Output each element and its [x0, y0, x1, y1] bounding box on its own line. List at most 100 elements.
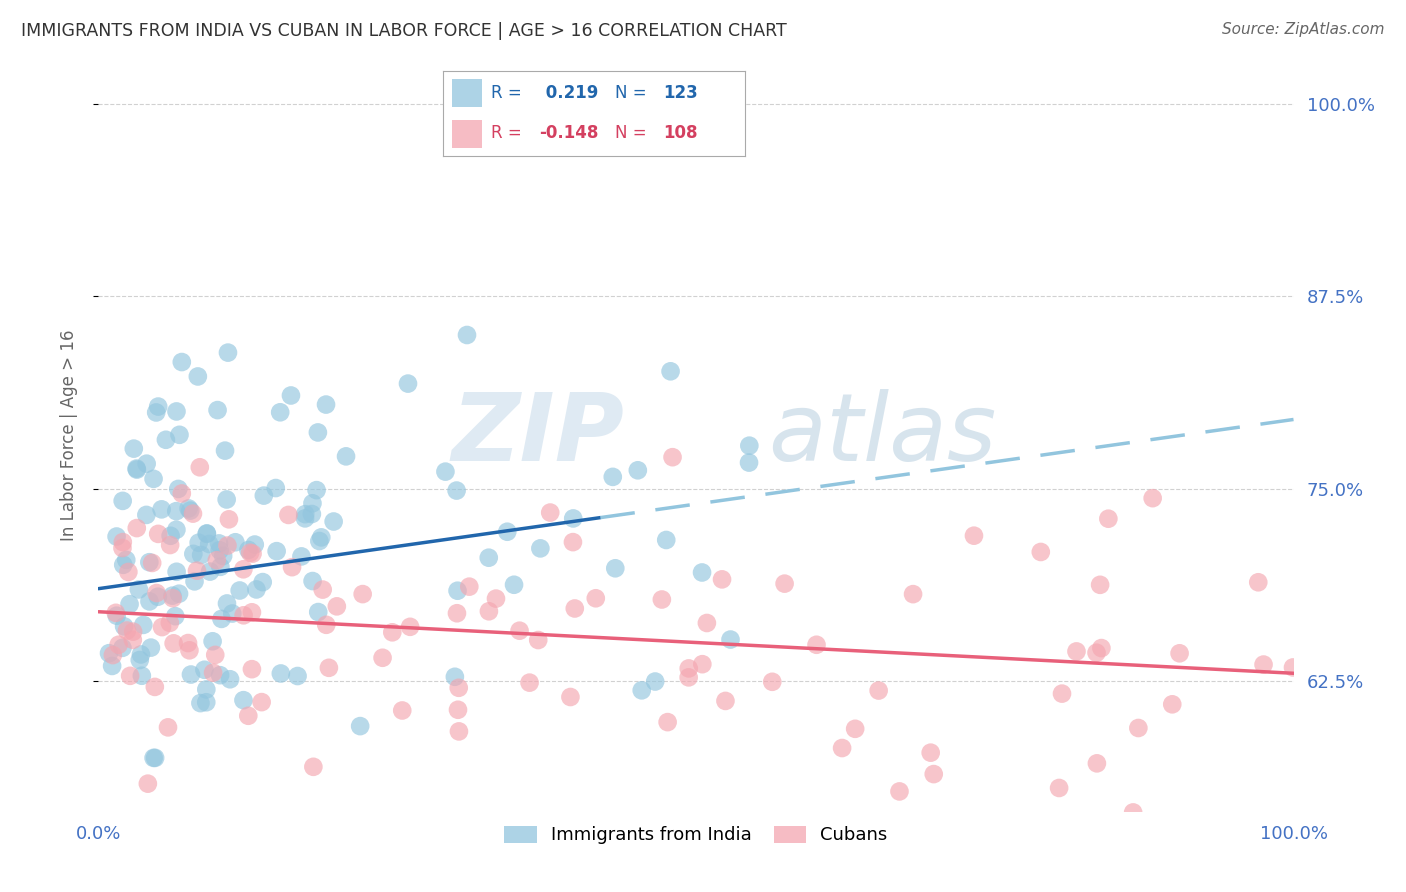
Point [738, 456, 761, 470]
Point [738, 439, 761, 453]
Point [1045, 835, 1067, 849]
Point [198, 537, 221, 551]
Point [352, 587, 374, 601]
Point [167, 482, 190, 496]
Point [322, 515, 344, 529]
Point [224, 535, 246, 549]
Point [118, 597, 141, 611]
Point [245, 582, 267, 597]
Point [312, 582, 335, 597]
Point [270, 666, 292, 681]
Point [125, 462, 148, 476]
Point [170, 355, 193, 369]
Point [478, 604, 501, 618]
Point [434, 465, 457, 479]
Point [190, 696, 212, 710]
Point [167, 587, 190, 601]
Point [104, 606, 127, 620]
Point [447, 681, 470, 695]
Point [644, 674, 666, 689]
Point [444, 670, 467, 684]
Point [901, 587, 924, 601]
Point [280, 388, 302, 402]
Point [458, 580, 481, 594]
Point [240, 605, 263, 619]
Point [177, 501, 200, 516]
Point [585, 591, 607, 606]
Bar [451, 120, 482, 147]
Point [308, 534, 330, 549]
Point [661, 450, 683, 465]
Point [240, 662, 263, 676]
Point [101, 648, 124, 662]
Point [1090, 641, 1112, 656]
Point [1253, 657, 1275, 672]
Text: N =: N = [616, 124, 647, 142]
Point [145, 586, 167, 600]
Point [188, 460, 211, 475]
Point [179, 503, 201, 517]
Point [1047, 780, 1070, 795]
Point [963, 529, 986, 543]
Point [651, 592, 673, 607]
Point [209, 559, 232, 574]
Point [166, 404, 188, 418]
Point [690, 566, 713, 580]
Point [496, 524, 519, 539]
Point [1029, 545, 1052, 559]
Text: R =: R = [491, 84, 522, 102]
Point [111, 541, 134, 555]
Point [143, 680, 166, 694]
Point [115, 553, 138, 567]
Point [315, 617, 337, 632]
Point [627, 463, 650, 477]
Point [266, 544, 288, 558]
Point [844, 722, 866, 736]
Point [659, 364, 682, 378]
Text: 123: 123 [664, 84, 699, 102]
Point [527, 633, 550, 648]
Point [287, 669, 309, 683]
Point [922, 767, 945, 781]
Text: R =: R = [491, 124, 522, 142]
Point [678, 661, 700, 675]
Point [1168, 646, 1191, 660]
Point [228, 583, 250, 598]
Point [128, 653, 150, 667]
Text: -0.148: -0.148 [540, 124, 599, 142]
Point [1128, 721, 1150, 735]
Point [111, 640, 134, 655]
Point [198, 565, 221, 579]
Point [105, 529, 128, 543]
Point [250, 695, 273, 709]
Point [562, 511, 585, 525]
Point [141, 556, 163, 570]
Point [148, 400, 170, 414]
Point [447, 703, 470, 717]
Point [138, 594, 160, 608]
Point [187, 369, 209, 384]
Point [242, 547, 264, 561]
Point [212, 549, 235, 563]
Text: IMMIGRANTS FROM INDIA VS CUBAN IN LABOR FORCE | AGE > 16 CORRELATION CHART: IMMIGRANTS FROM INDIA VS CUBAN IN LABOR … [21, 22, 787, 40]
Text: N =: N = [616, 84, 647, 102]
Point [195, 682, 218, 697]
Text: 0.219: 0.219 [540, 84, 598, 102]
Point [564, 601, 586, 615]
Point [217, 539, 239, 553]
Point [301, 507, 323, 521]
Point [162, 591, 184, 606]
Point [560, 690, 582, 704]
Point [165, 504, 187, 518]
Point [148, 527, 170, 541]
Point [605, 561, 627, 575]
Point [232, 608, 254, 623]
Point [101, 659, 124, 673]
Point [1178, 835, 1201, 849]
Point [868, 683, 890, 698]
Point [159, 529, 181, 543]
Text: atlas: atlas [768, 389, 995, 481]
Point [1263, 835, 1285, 849]
Point [193, 663, 215, 677]
Point [190, 548, 212, 562]
